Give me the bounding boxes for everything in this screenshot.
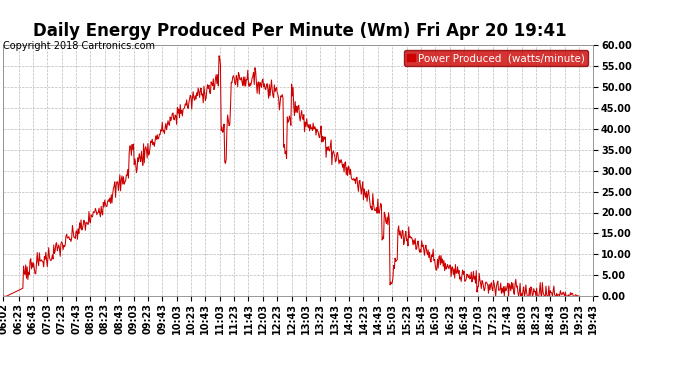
Text: Copyright 2018 Cartronics.com: Copyright 2018 Cartronics.com — [3, 41, 155, 51]
Text: Daily Energy Produced Per Minute (Wm) Fri Apr 20 19:41: Daily Energy Produced Per Minute (Wm) Fr… — [33, 22, 567, 40]
Legend: Power Produced  (watts/minute): Power Produced (watts/minute) — [404, 50, 588, 66]
